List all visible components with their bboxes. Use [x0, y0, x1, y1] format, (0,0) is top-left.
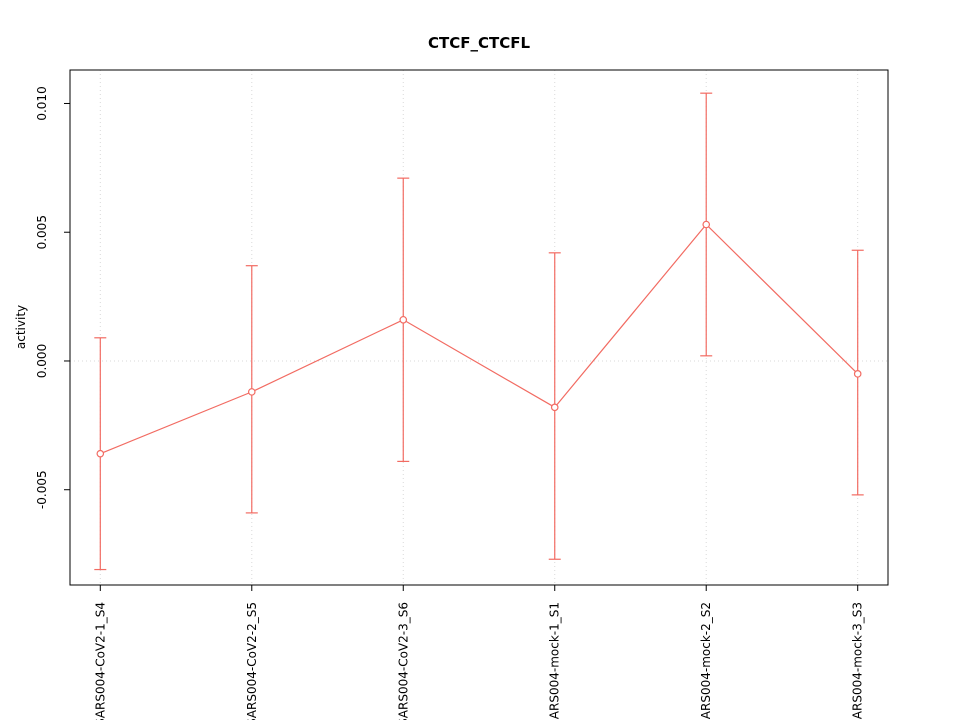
x-tick-label: SARS004-mock-2_S2	[699, 602, 713, 720]
data-point	[702, 220, 711, 229]
data-point	[96, 449, 105, 458]
y-tick-label: 0.010	[35, 86, 49, 120]
x-tick-label: SARS004-CoV2-2_S5	[245, 602, 259, 720]
y-tick-label: -0.005	[35, 470, 49, 509]
plot-area: -0.005 0.000 0.005 0.010 SARS004-CoV2-1_S4 SA…	[35, 69, 889, 720]
data-point	[399, 315, 408, 324]
y-tick-label: 0.005	[35, 215, 49, 249]
data-point	[550, 403, 559, 412]
data-point	[853, 370, 862, 378]
chart-title: CTCF_CTCFL	[428, 34, 530, 52]
y-axis-label: activity	[14, 305, 28, 349]
data-point	[247, 388, 256, 396]
data-line	[100, 223, 859, 455]
x-tick-label: SARS004-CoV2-1_S4	[93, 602, 107, 720]
x-tick-label: SARS004-CoV2-3_S6	[396, 602, 410, 720]
plot-border	[69, 69, 889, 586]
x-tick-label: SARS004-mock-3_S3	[851, 602, 865, 720]
x-tick-label: SARS004-mock-1_S1	[548, 602, 562, 720]
y-tick-label: 0.000	[35, 344, 49, 378]
